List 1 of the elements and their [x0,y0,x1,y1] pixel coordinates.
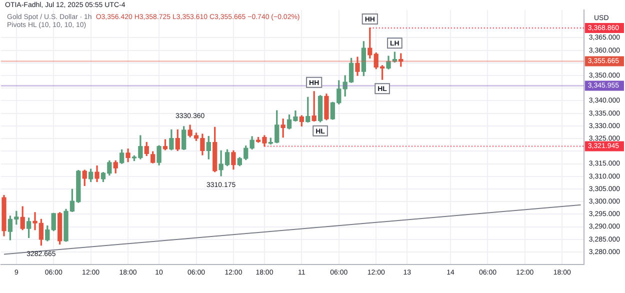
candlestick [280,118,286,138]
